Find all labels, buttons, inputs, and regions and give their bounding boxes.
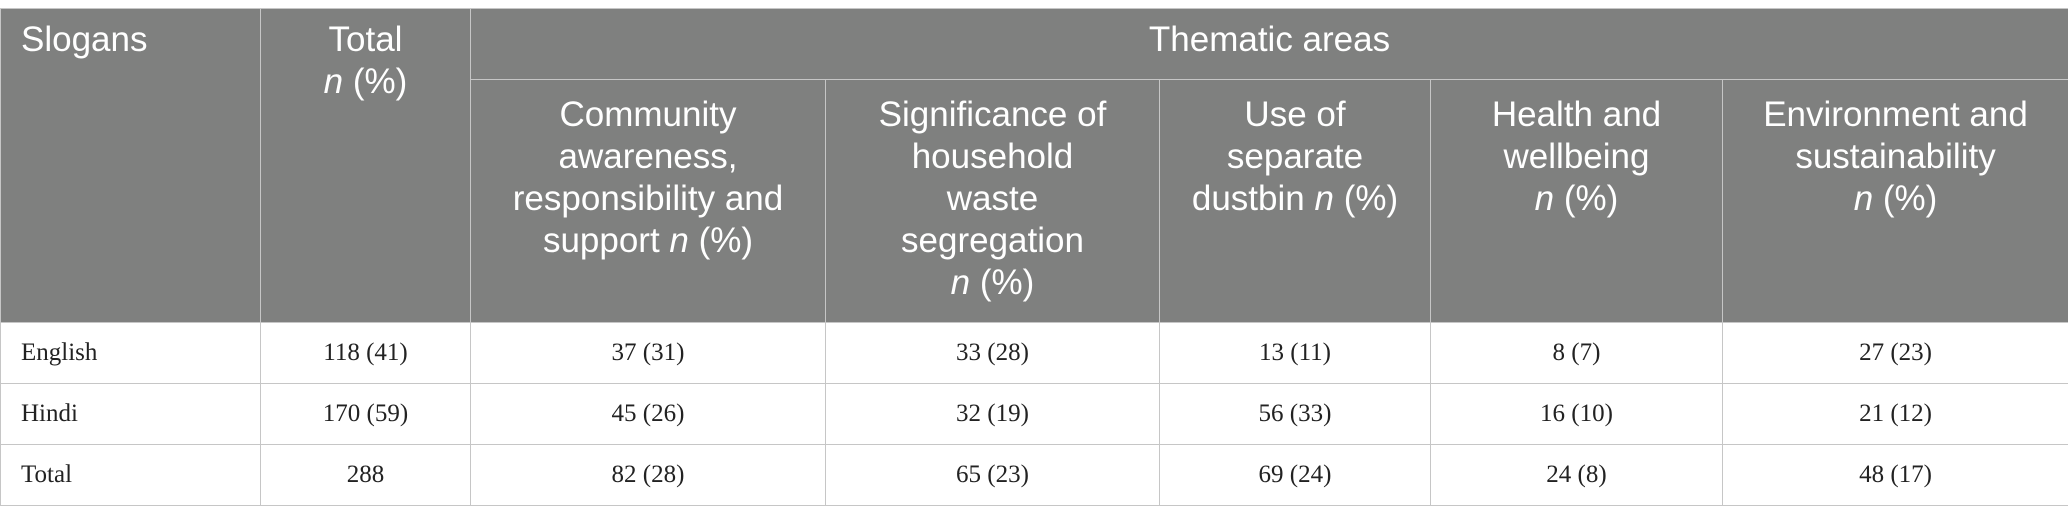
table-cell: 69 (24) — [1159, 444, 1431, 506]
header-row-areas: Community awareness, responsibility and … — [1, 79, 2068, 323]
area-label-line: household — [911, 137, 1074, 176]
area-label-line: responsibility and — [512, 179, 784, 218]
table-cell: 27 (23) — [1721, 322, 2068, 384]
row-label-cell: English — [0, 322, 261, 384]
table-row-english: English 118 (41) 37 (31) 33 (28) 13 (11)… — [0, 322, 2068, 384]
area-label-line: waste — [946, 179, 1039, 218]
column-header-health-wellbeing: Health and wellbeing n (%) — [1430, 79, 1723, 323]
area-unit: n — [669, 221, 689, 260]
area-label-line: Health and — [1491, 95, 1662, 134]
table-cell: 56 (33) — [1159, 383, 1431, 445]
area-unit: n — [950, 263, 971, 302]
column-header-total: Total n (%) — [260, 8, 471, 323]
column-header-slogans: Slogans — [0, 8, 261, 323]
area-label-line: separate — [1226, 137, 1364, 176]
column-header-household-segregation: Significance of household waste segregat… — [825, 79, 1160, 323]
area-label-line: awareness, — [558, 137, 738, 176]
area-label-line: Community — [559, 95, 737, 134]
area-unit-suffix: (%) — [1563, 179, 1619, 218]
table-row-hindi: Hindi 170 (59) 45 (26) 32 (19) 56 (33) 1… — [0, 383, 2068, 445]
table-cell: 16 (10) — [1430, 383, 1723, 445]
area-unit-suffix: (%) — [1343, 179, 1399, 218]
table-cell: 8 (7) — [1430, 322, 1723, 384]
table-cell: 32 (19) — [825, 383, 1160, 445]
table-cell: 33 (28) — [825, 322, 1160, 384]
total-cell: 170 (59) — [260, 383, 471, 445]
area-unit: n — [1853, 179, 1874, 218]
table-row-total: Total 288 82 (28) 65 (23) 69 (24) 24 (8)… — [0, 444, 2068, 506]
total-unit-suffix: (%) — [352, 62, 408, 101]
area-unit-suffix: (%) — [698, 221, 754, 260]
slogans-label: Slogans — [21, 20, 148, 59]
column-group-thematic-areas: Thematic areas — [469, 8, 2068, 80]
total-unit: n — [323, 62, 344, 101]
row-label-cell: Total — [0, 444, 261, 506]
header-row-top: Slogans Total n (%) Thematic areas — [0, 8, 2068, 323]
area-label-line: Use of — [1244, 95, 1346, 134]
row-label-cell: Hindi — [0, 383, 261, 445]
table-cell: 48 (17) — [1721, 444, 2068, 506]
area-label-line: support — [542, 221, 660, 260]
table-body: English 118 (41) 37 (31) 33 (28) 13 (11)… — [0, 322, 2068, 506]
area-unit: n — [1314, 179, 1334, 218]
table-cell: 24 (8) — [1430, 444, 1723, 506]
column-header-community-awareness: Community awareness, responsibility and … — [470, 79, 826, 323]
area-unit-suffix: (%) — [979, 263, 1035, 302]
table-cell: 21 (12) — [1721, 383, 2068, 445]
table-cell: 13 (11) — [1159, 322, 1431, 384]
area-label-line: wellbeing — [1503, 137, 1650, 176]
table-cell: 45 (26) — [470, 383, 826, 445]
area-label-line: sustainability — [1795, 137, 1996, 176]
thematic-areas-table: Slogans Total n (%) Thematic areas Commu… — [0, 8, 2068, 506]
table-cell: 37 (31) — [470, 322, 826, 384]
thematic-areas-label: Thematic areas — [1148, 20, 1391, 59]
area-unit: n — [1534, 179, 1555, 218]
area-unit-suffix: (%) — [1882, 179, 1938, 218]
area-label-line: segregation — [901, 221, 1084, 260]
table-cell: 65 (23) — [825, 444, 1160, 506]
area-label-line: Significance of — [878, 95, 1107, 134]
area-label-line: Environment and — [1763, 95, 2028, 134]
table-header: Slogans Total n (%) Thematic areas Commu… — [0, 8, 2068, 323]
column-header-separate-dustbin: Use of separate dustbin n (%) — [1159, 79, 1431, 323]
column-header-environment-sustainability: Environment and sustainability n (%) — [1721, 79, 2068, 323]
total-cell: 288 — [260, 444, 471, 506]
total-label: Total — [328, 20, 403, 59]
total-cell: 118 (41) — [260, 322, 471, 384]
table-cell: 82 (28) — [470, 444, 826, 506]
area-label-line: dustbin — [1191, 179, 1305, 218]
